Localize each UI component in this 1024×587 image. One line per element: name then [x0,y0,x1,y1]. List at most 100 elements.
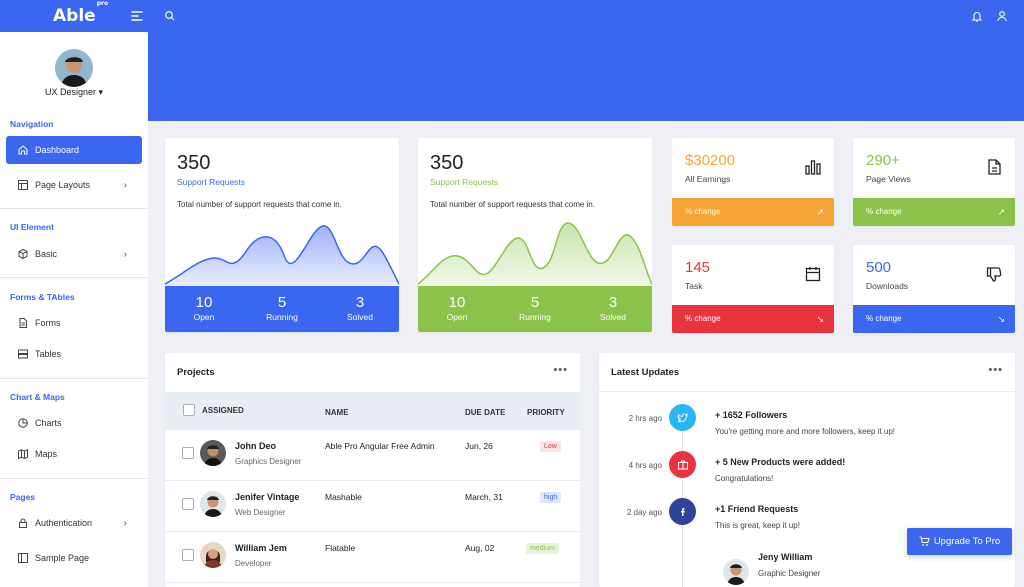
table-row[interactable]: William Jem Developer Flatable Aug, 02 m… [165,532,580,583]
row-checkbox[interactable] [182,447,194,459]
table-header: ASSIGNED NAME DUE DATE PRIORITY [165,392,580,430]
due-date: Jun, 26 [465,441,493,451]
sidebar-item-sample-page[interactable]: Sample Page [6,544,142,572]
stat-running: 5 Running [519,294,551,322]
support-stats: 10 Open 5 Running 3 Solved [165,286,399,332]
downloads-value: 500 [866,259,892,276]
bar-chart-icon [805,160,821,175]
table-row[interactable]: John Deo Graphics Designer Able Pro Angu… [165,430,580,481]
sidebar-layout-icon [17,552,29,564]
sidebar-item-label: Basic [35,249,58,259]
more-horizontal-icon[interactable]: ••• [553,364,568,376]
pie-chart-icon [17,417,29,429]
update-description: This is great, keep it up! [715,521,800,530]
upgrade-to-pro-button[interactable]: Upgrade To Pro [907,528,1012,555]
chevron-right-icon: › [123,518,127,529]
avatar [200,491,226,517]
sidebar-item-charts[interactable]: Charts [6,409,142,437]
home-icon [17,144,29,156]
downloads-footer: % change ↘ [853,305,1015,333]
sidebar-item-label: Charts [35,418,62,428]
column-header-due-date[interactable]: DUE DATE [465,408,506,417]
downloads-label: Downloads [866,281,909,291]
sidebar-item-label: Maps [35,449,58,459]
assignee-name: Jenifer Vintage [235,492,300,502]
due-date: March, 31 [465,492,503,502]
top-navbar: Ablepro [0,0,1024,32]
divider [0,208,148,209]
task-label: Task [685,281,703,291]
search-icon[interactable] [162,8,178,24]
priority-badge: Low [540,441,561,452]
sidebar-item-tables[interactable]: Tables [6,340,142,368]
task-value: 145 [685,259,711,276]
stat-solved: 3 Solved [600,294,626,322]
table-row[interactable]: Jenifer Vintage Web Designer Mashable Ma… [165,481,580,532]
task-card: 145 Task % change ↘ [672,245,834,333]
sidebar-item-label: Authentication [35,518,93,528]
page-views-card: 290+ Page Views % change ↗ [853,138,1015,226]
user-icon[interactable] [994,8,1010,24]
select-all-checkbox[interactable] [183,404,195,416]
update-title: + 5 New Products were added! [715,457,846,467]
chevron-right-icon: › [123,180,127,191]
support-stats: 10 Open 5 Running 3 Solved [418,286,652,332]
sidebar-item-forms[interactable]: Forms [6,309,142,337]
assignee-role: Web Designer [235,508,286,517]
earnings-card: $30200 All Earnings % change ↗ [672,138,834,226]
update-title: +1 Friend Requests [715,504,799,514]
divider [0,277,148,278]
support-requests-card-green: 350 Support Requests Total number of sup… [418,138,652,332]
support-description: Total number of support requests that co… [177,200,342,209]
earnings-label: All Earnings [685,174,731,184]
nav-caption-chart-maps: Chart & Maps [10,392,65,402]
update-time: 2 hrs ago [628,414,662,423]
friend-role: Graphic Designer [758,569,821,578]
trending-up-icon: ↗ [816,207,824,217]
trending-down-icon: ↘ [816,314,824,324]
facebook-icon [669,498,696,525]
nav-caption-navigation: Navigation [10,119,54,129]
updates-title: Latest Updates [611,367,680,378]
avatar [723,559,749,585]
priority-badge: medium [526,543,559,554]
upgrade-label: Upgrade To Pro [933,536,1001,547]
support-subtitle: Support Requests [430,177,499,187]
page-views-footer: % change ↗ [853,198,1015,226]
map-icon [17,448,29,460]
menu-toggle-icon[interactable] [129,8,145,24]
earnings-footer: % change ↗ [672,198,834,226]
update-description: Congratulations! [715,474,774,483]
sidebar-item-page-layouts[interactable]: Page Layouts › [6,171,142,199]
nav-caption-ui-element: UI Element [10,222,54,232]
support-requests-card-blue: 350 Support Requests Total number of sup… [165,138,399,332]
sidebar-item-authentication[interactable]: Authentication › [6,509,142,537]
column-header-name[interactable]: NAME [325,408,349,417]
avatar[interactable] [55,49,93,87]
avatar [200,542,226,568]
row-checkbox[interactable] [182,549,194,561]
more-horizontal-icon[interactable]: ••• [988,364,1003,376]
page-views-value: 290+ [866,152,900,169]
stat-open: 10 Open [193,294,215,322]
user-name-dropdown[interactable]: UX Designer ▾ [44,87,104,97]
box-icon [17,248,29,260]
row-checkbox[interactable] [182,498,194,510]
sidebar-item-dashboard[interactable]: Dashboard [6,136,142,164]
app-logo[interactable]: Ablepro [53,0,109,26]
support-description: Total number of support requests that co… [430,200,595,209]
area-chart [165,225,399,286]
bell-icon[interactable] [969,8,985,24]
projects-panel: Projects ••• ASSIGNED NAME DUE DATE PRIO… [165,353,580,587]
sidebar-item-maps[interactable]: Maps [6,440,142,468]
timeline-line [682,403,683,587]
projects-title: Projects [177,367,215,378]
column-header-assigned[interactable]: ASSIGNED [202,406,244,415]
priority-badge: high [540,492,562,503]
assignee-role: Graphics Designer [235,457,302,466]
layout-icon [17,179,29,191]
sidebar-item-label: Forms [35,318,61,328]
stat-solved: 3 Solved [347,294,373,322]
column-header-priority[interactable]: PRIORITY [527,408,565,417]
sidebar-item-basic[interactable]: Basic › [6,240,142,268]
